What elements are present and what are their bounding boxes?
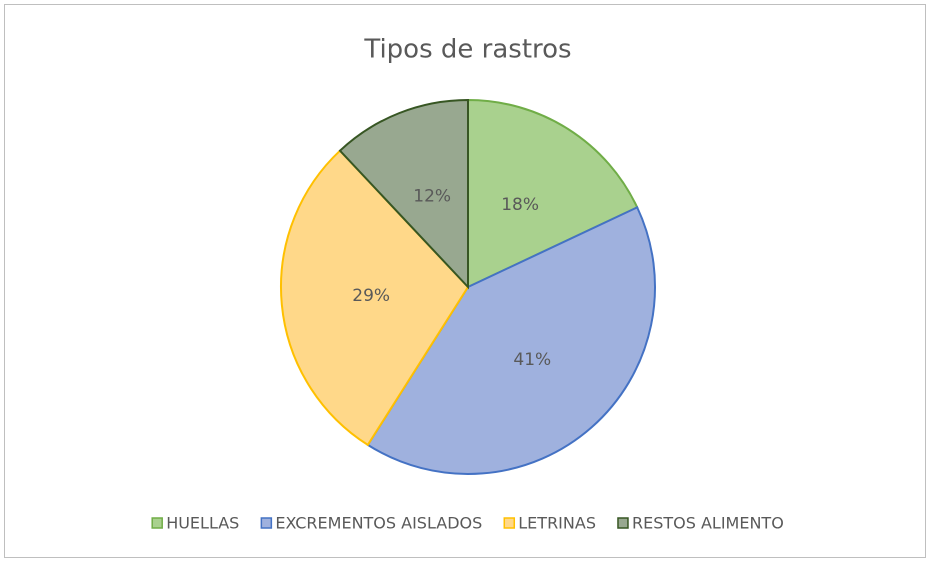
data-label: 41%	[513, 350, 551, 370]
pie-slice	[366, 206, 656, 475]
data-label: 29%	[352, 286, 390, 306]
legend-label: HUELLAS	[166, 514, 239, 533]
data-label: 12%	[413, 187, 451, 207]
legend-label: EXCREMENTOS AISLADOS	[275, 514, 482, 533]
legend-swatch	[503, 517, 516, 529]
legend-swatch	[260, 517, 273, 529]
pie-slice	[338, 98, 469, 290]
legend-label: RESTOS ALIMENTO	[632, 514, 784, 533]
data-label: 18%	[501, 195, 539, 215]
legend-label: LETRINAS	[518, 514, 596, 533]
pie-slice	[467, 98, 639, 289]
legend-swatch	[617, 517, 629, 529]
chart-title: Tipos de rastros	[363, 35, 571, 65]
pie-slice	[280, 149, 470, 447]
legend-swatch	[151, 517, 163, 529]
